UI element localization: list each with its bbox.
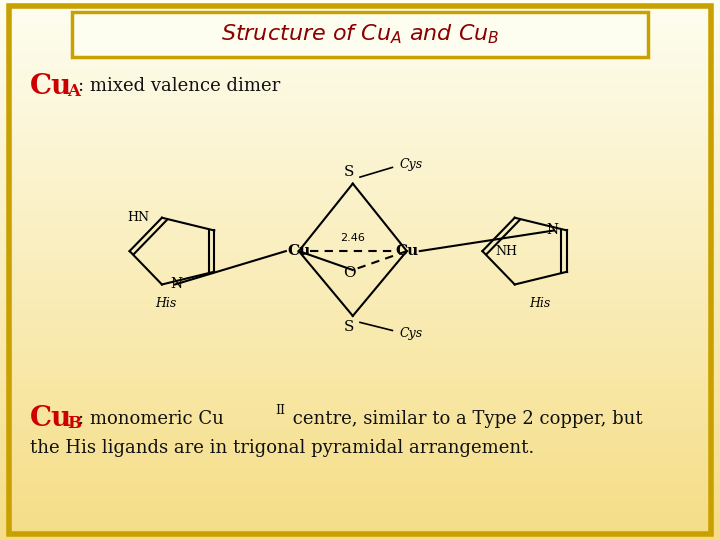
Text: : mixed valence dimer: : mixed valence dimer	[78, 77, 280, 96]
Text: S: S	[344, 165, 354, 179]
Text: Cu: Cu	[30, 405, 73, 432]
Text: O: O	[343, 266, 356, 280]
Text: B: B	[67, 415, 81, 433]
Text: 2.46: 2.46	[341, 233, 365, 242]
Text: $\mathit{Structure\ of\ Cu_A\ and\ Cu_B}$: $\mathit{Structure\ of\ Cu_A\ and\ Cu_B}…	[221, 23, 499, 46]
Text: N: N	[546, 224, 559, 238]
Text: His: His	[529, 297, 551, 310]
Text: A: A	[67, 83, 80, 100]
Text: NH: NH	[495, 245, 518, 258]
Text: Cys: Cys	[400, 327, 423, 340]
Text: Cu: Cu	[287, 244, 310, 258]
FancyBboxPatch shape	[72, 12, 648, 57]
Text: : monomeric Cu: : monomeric Cu	[78, 409, 224, 428]
Text: N: N	[171, 278, 183, 292]
Text: Cu: Cu	[395, 244, 418, 258]
Text: Cu: Cu	[30, 73, 73, 100]
Text: HN: HN	[127, 211, 149, 224]
Text: S: S	[344, 320, 354, 334]
Text: His: His	[155, 297, 176, 310]
Text: II: II	[276, 404, 286, 417]
Text: Cys: Cys	[400, 158, 423, 171]
Text: the His ligands are in trigonal pyramidal arrangement.: the His ligands are in trigonal pyramida…	[30, 439, 534, 457]
Text: centre, similar to a Type 2 copper, but: centre, similar to a Type 2 copper, but	[287, 409, 642, 428]
